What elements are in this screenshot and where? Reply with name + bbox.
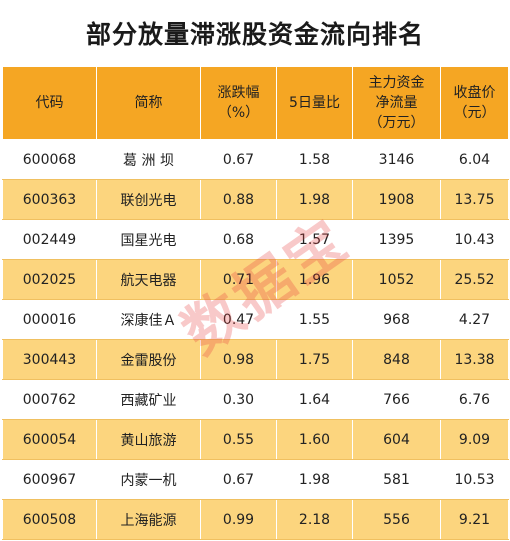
cell-close: 6.04	[440, 139, 509, 180]
cell-close: 4.27	[440, 299, 509, 340]
cell-name: 深康佳Ａ	[96, 299, 201, 340]
cell-change: 0.55	[200, 419, 277, 460]
cell-change: 0.68	[200, 219, 277, 260]
table-row: 600068 葛 洲 坝 0.67 1.58 3146 6.04	[2, 139, 509, 180]
cell-change: 0.98	[200, 339, 277, 380]
cell-close: 13.38	[440, 339, 509, 380]
table-row: 000016 深康佳Ａ 0.47 1.55 968 4.27	[2, 299, 509, 340]
cell-flow: 848	[352, 339, 441, 380]
table-row: 600508 上海能源 0.99 2.18 556 9.21	[2, 499, 509, 540]
header-text: 简称	[134, 95, 163, 111]
cell-name: 葛 洲 坝	[96, 139, 201, 180]
cell-code: 600508	[2, 499, 97, 540]
cell-flow: 1052	[352, 259, 441, 300]
cell-ratio: 2.18	[276, 499, 353, 540]
fund-flow-table: 代码 简称 涨跌幅 （%） 5日量比 主力资金净流量 （万元） 收盘价 （元） 600068 葛 …	[2, 66, 509, 540]
cell-name: 国星光电	[96, 219, 201, 260]
cell-flow: 1908	[352, 179, 441, 220]
header-text: 代码	[35, 95, 64, 111]
cell-ratio: 1.57	[276, 219, 353, 260]
header-text: 收盘价	[453, 85, 496, 101]
cell-close: 10.53	[440, 459, 509, 500]
cell-name: 联创光电	[96, 179, 201, 220]
cell-change: 0.88	[200, 179, 277, 220]
header-text: （万元）	[368, 115, 425, 131]
table-row: 600363 联创光电 0.88 1.98 1908 13.75	[2, 179, 509, 220]
header-text: 净流量	[375, 95, 418, 111]
header-text: 5日量比	[289, 95, 340, 111]
cell-code: 000762	[2, 379, 97, 420]
cell-code: 600054	[2, 419, 97, 460]
table-row: 600054 黄山旅游 0.55 1.60 604 9.09	[2, 419, 509, 460]
cell-name: 金雷股份	[96, 339, 201, 380]
cell-code: 000016	[2, 299, 97, 340]
column-header-close: 收盘价 （元）	[440, 66, 509, 140]
cell-flow: 581	[352, 459, 441, 500]
column-header-code: 代码	[2, 66, 97, 140]
table-body: 600068 葛 洲 坝 0.67 1.58 3146 6.04 600363 联创光电 0.8…	[2, 139, 509, 540]
cell-ratio: 1.96	[276, 259, 353, 300]
table-row: 002449 国星光电 0.68 1.57 1395 10.43	[2, 219, 509, 260]
cell-close: 6.76	[440, 379, 509, 420]
cell-change: 0.67	[200, 139, 277, 180]
cell-flow: 1395	[352, 219, 441, 260]
cell-close: 9.21	[440, 499, 509, 540]
cell-code: 600068	[2, 139, 97, 180]
cell-ratio: 1.98	[276, 459, 353, 500]
column-header-flow: 主力资金净流量 （万元）	[352, 66, 441, 140]
cell-close: 25.52	[440, 259, 509, 300]
cell-close: 13.75	[440, 179, 509, 220]
cell-code: 600363	[2, 179, 97, 220]
cell-flow: 3146	[352, 139, 441, 180]
cell-ratio: 1.64	[276, 379, 353, 420]
cell-change: 0.30	[200, 379, 277, 420]
cell-flow: 556	[352, 499, 441, 540]
cell-flow: 604	[352, 419, 441, 460]
cell-code: 600967	[2, 459, 97, 500]
cell-code: 300443	[2, 339, 97, 380]
table-row: 300443 金雷股份 0.98 1.75 848 13.38	[2, 339, 509, 380]
header-text: （%）	[217, 105, 260, 121]
cell-name: 内蒙一机	[96, 459, 201, 500]
cell-ratio: 1.98	[276, 179, 353, 220]
cell-name: 西藏矿业	[96, 379, 201, 420]
table-header-row: 代码 简称 涨跌幅 （%） 5日量比 主力资金净流量 （万元） 收盘价 （元）	[2, 66, 509, 140]
table-row: 000762 西藏矿业 0.30 1.64 766 6.76	[2, 379, 509, 420]
header-text: 主力资金	[368, 75, 425, 91]
column-header-change: 涨跌幅 （%）	[200, 66, 277, 140]
cell-ratio: 1.58	[276, 139, 353, 180]
cell-close: 9.09	[440, 419, 509, 460]
cell-change: 0.67	[200, 459, 277, 500]
page-title: 部分放量滞涨股资金流向排名	[85, 20, 424, 49]
table-row: 600967 内蒙一机 0.67 1.98 581 10.53	[2, 459, 509, 500]
cell-flow: 968	[352, 299, 441, 340]
cell-flow: 766	[352, 379, 441, 420]
column-header-name: 简称	[96, 66, 201, 140]
cell-name: 黄山旅游	[96, 419, 201, 460]
cell-code: 002449	[2, 219, 97, 260]
header-text: （元）	[453, 105, 496, 121]
column-header-ratio: 5日量比	[276, 66, 353, 140]
cell-name: 上海能源	[96, 499, 201, 540]
table-row: 002025 航天电器 0.71 1.96 1052 25.52	[2, 259, 509, 300]
cell-change: 0.71	[200, 259, 277, 300]
cell-ratio: 1.60	[276, 419, 353, 460]
cell-change: 0.47	[200, 299, 277, 340]
cell-code: 002025	[2, 259, 97, 300]
cell-close: 10.43	[440, 219, 509, 260]
cell-name: 航天电器	[96, 259, 201, 300]
cell-ratio: 1.75	[276, 339, 353, 380]
cell-change: 0.99	[200, 499, 277, 540]
cell-ratio: 1.55	[276, 299, 353, 340]
header-text: 涨跌幅	[217, 85, 260, 101]
